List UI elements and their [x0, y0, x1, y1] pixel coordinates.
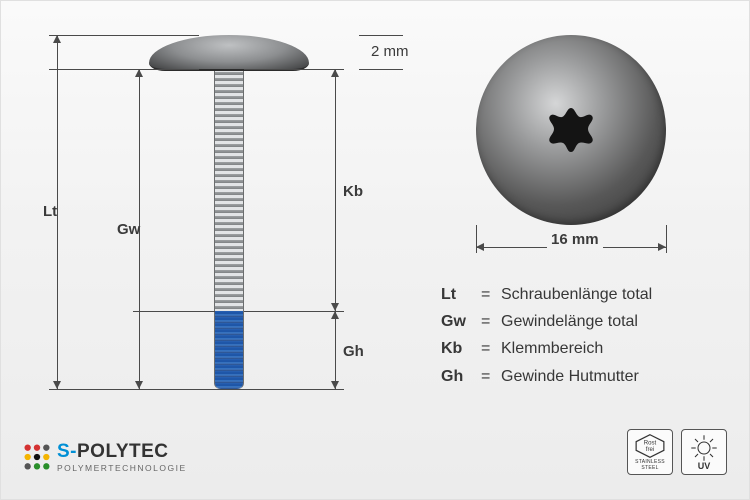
arrow-gw-up	[135, 69, 143, 77]
legend-text: Schraubenlänge total	[501, 281, 652, 308]
screw-side-view: 2 mm Lt Gw Kb Gh	[49, 35, 409, 415]
legend-key: Gw	[441, 308, 481, 335]
legend-row: Gh = Gewinde Hutmutter	[441, 363, 652, 390]
logo-mark-icon	[23, 443, 51, 471]
arrow-kb-up	[331, 69, 339, 77]
legend-row: Kb = Klemmbereich	[441, 335, 652, 362]
dim-label-dia: 16 mm	[547, 231, 603, 248]
screw-head-top	[476, 35, 666, 225]
screw-top-view: 16 mm	[451, 35, 701, 275]
badge-stainless-sub: STAINLESS STEEL	[628, 459, 672, 471]
dim-line-kb	[335, 69, 336, 311]
legend-row: Gw = Gewindelänge total	[441, 308, 652, 335]
ext-under-head-r	[244, 69, 344, 70]
badge-uv: UV	[681, 429, 727, 475]
ext-under-head	[49, 69, 199, 70]
legend-text: Gewinde Hutmutter	[501, 363, 639, 390]
arrow-kb-down	[331, 303, 339, 311]
stainless-icon: Rost frei	[631, 433, 669, 459]
arrow-dia-l	[476, 243, 484, 251]
ext-dia-r	[666, 225, 667, 253]
legend: Lt = Schraubenlänge total Gw = Gewindelä…	[441, 281, 652, 390]
uv-icon	[685, 433, 723, 463]
arrow-lt-down	[53, 381, 61, 389]
badges: Rost frei STAINLESS STEEL UV	[627, 429, 727, 475]
thread-tip-ref	[214, 389, 244, 390]
logo-prefix: S-	[57, 441, 77, 462]
arrow-dia-r	[658, 243, 666, 251]
legend-key: Gh	[441, 363, 481, 390]
arrow-gh-up	[331, 311, 339, 319]
legend-eq: =	[481, 363, 501, 390]
logo-main: POLYTEC	[77, 441, 169, 462]
guide-head-bottom	[359, 69, 403, 70]
dim-head-thickness: 2 mm	[371, 43, 409, 60]
dim-label-gw: Gw	[117, 221, 140, 238]
logo-tagline: POLYMERTECHNOLOGIE	[57, 463, 187, 473]
legend-text: Gewindelänge total	[501, 308, 638, 335]
legend-row: Lt = Schraubenlänge total	[441, 281, 652, 308]
torx-drive-icon	[545, 104, 597, 156]
ext-tip	[49, 389, 214, 390]
svg-text:frei: frei	[646, 447, 654, 453]
dim-line-gh	[335, 311, 336, 389]
legend-eq: =	[481, 335, 501, 362]
legend-key: Kb	[441, 335, 481, 362]
diagram-canvas: 2 mm Lt Gw Kb Gh	[0, 0, 750, 500]
arrow-gh-down	[331, 381, 339, 389]
screw-thread	[214, 69, 244, 389]
arrow-gw-down	[135, 381, 143, 389]
guide-head-top	[359, 35, 403, 36]
arrow-lt-up	[53, 35, 61, 43]
legend-eq: =	[481, 281, 501, 308]
ext-top	[49, 35, 199, 36]
badge-uv-label: UV	[698, 461, 711, 471]
dim-label-gh: Gh	[343, 343, 364, 360]
badge-stainless: Rost frei STAINLESS STEEL	[627, 429, 673, 475]
ext-lock-start	[133, 311, 215, 312]
legend-text: Klemmbereich	[501, 335, 603, 362]
dim-label-lt: Lt	[43, 203, 57, 220]
legend-key: Lt	[441, 281, 481, 308]
dim-label-kb: Kb	[343, 183, 363, 200]
logo-text: S-POLYTEC POLYMERTECHNOLOGIE	[57, 441, 187, 473]
svg-text:Rost: Rost	[644, 440, 657, 446]
screw-head-side	[149, 35, 309, 71]
brand-logo: S-POLYTEC POLYMERTECHNOLOGIE	[23, 441, 187, 473]
ext-lock-start-r	[244, 311, 344, 312]
ext-tip-r	[244, 389, 344, 390]
legend-eq: =	[481, 308, 501, 335]
